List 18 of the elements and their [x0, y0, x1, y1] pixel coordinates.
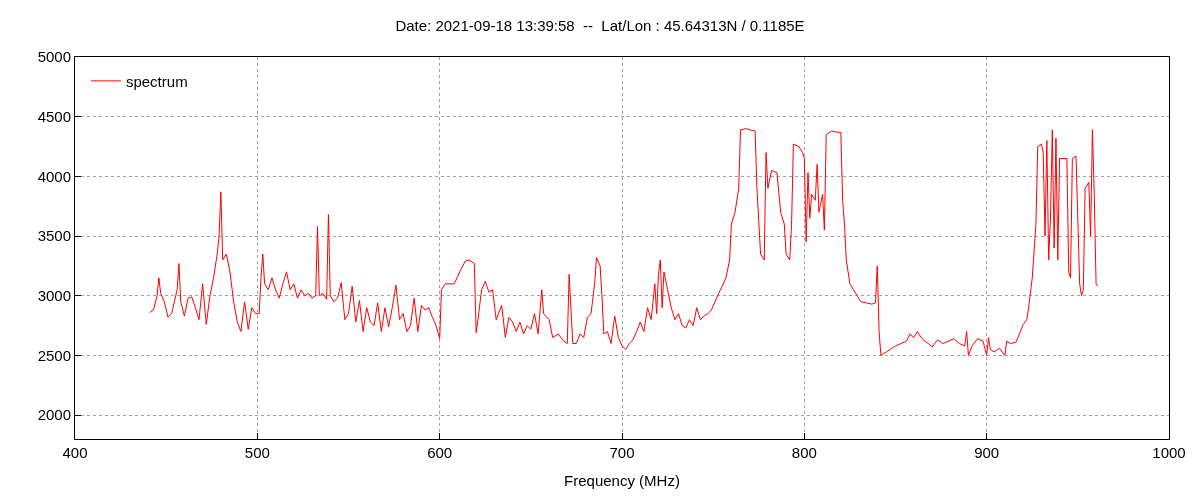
y-tick-label: 5000 — [37, 48, 71, 66]
x-tick-label: 500 — [244, 444, 270, 461]
x-tick-label: 800 — [791, 444, 817, 461]
legend-label: spectrum — [125, 72, 188, 90]
y-tick-label: 3000 — [37, 287, 71, 304]
y-tick-label: 2000 — [37, 406, 71, 424]
x-tick-label: 700 — [609, 444, 635, 461]
x-tick-label: 900 — [974, 444, 1000, 461]
y-tick-label: 2500 — [37, 346, 71, 364]
y-tick-label: 3500 — [37, 227, 71, 245]
x-tick-label: 1000 — [1152, 444, 1186, 461]
x-tick-label: 600 — [427, 444, 453, 461]
line-series — [149, 128, 1099, 356]
y-tick-label: 4000 — [37, 167, 71, 185]
x-axis-title: Frequency (MHz) — [564, 472, 680, 489]
chart-title: Date: 2021-09-18 13:39:58 -- Lat/Lon : 45.64313N / 0.1185E — [395, 16, 805, 34]
x-tick-label: 400 — [62, 444, 88, 461]
y-tick-label: 4500 — [37, 107, 71, 125]
